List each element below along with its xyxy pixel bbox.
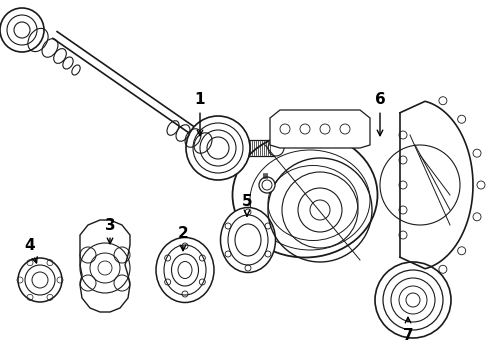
Text: 6: 6 — [375, 93, 385, 136]
Text: 5: 5 — [242, 194, 252, 216]
Circle shape — [0, 8, 44, 52]
Text: 2: 2 — [178, 225, 188, 251]
Circle shape — [259, 177, 275, 193]
Ellipse shape — [220, 207, 275, 273]
Ellipse shape — [232, 132, 377, 257]
Circle shape — [18, 258, 62, 302]
Text: 1: 1 — [195, 93, 205, 136]
Circle shape — [186, 116, 250, 180]
Text: 7: 7 — [403, 317, 413, 342]
Circle shape — [375, 262, 451, 338]
Polygon shape — [80, 220, 130, 312]
Ellipse shape — [156, 238, 214, 302]
Text: 4: 4 — [24, 238, 37, 263]
Text: 3: 3 — [105, 217, 115, 244]
Polygon shape — [270, 110, 370, 148]
